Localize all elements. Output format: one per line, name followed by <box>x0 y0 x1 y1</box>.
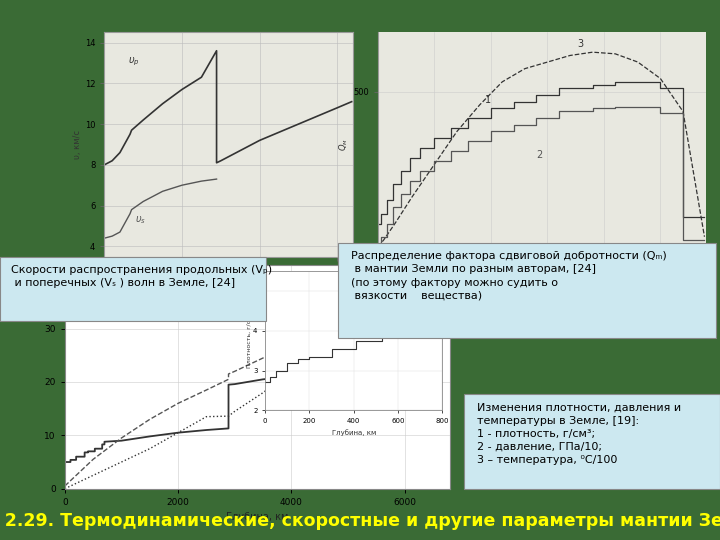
Text: $υ_p$: $υ_p$ <box>127 56 139 68</box>
FancyBboxPatch shape <box>338 243 716 338</box>
FancyBboxPatch shape <box>0 256 266 321</box>
Text: 1: 1 <box>419 338 425 348</box>
Text: Изменения плотности, давления и
температуры в Земле, [19]:
1 - плотность, г/см³;: Изменения плотности, давления и температ… <box>477 402 681 465</box>
Text: 3: 3 <box>577 39 583 49</box>
Text: Рис. 2.29. Термодинамические, скоростные и другие параметры мантии Земли: Рис. 2.29. Термодинамические, скоростные… <box>0 512 720 530</box>
Y-axis label: $Q_м$: $Q_м$ <box>338 138 351 151</box>
X-axis label: Глубина, км: Глубина, км <box>202 280 256 289</box>
Y-axis label: υ, км/с: υ, км/с <box>73 130 82 159</box>
Text: 2: 2 <box>419 275 425 285</box>
X-axis label: км: км <box>536 280 547 289</box>
Text: 1: 1 <box>485 95 492 105</box>
Text: 2: 2 <box>536 150 542 160</box>
Text: Распределение фактора сдвиговой добротности (Qₘ)
 в мантии Земли по разным автор: Распределение фактора сдвиговой добротно… <box>351 251 667 301</box>
FancyBboxPatch shape <box>464 394 720 489</box>
Text: Скорости распространения продольных (Vₚ)
 и поперечных (Vₛ ) волн в Земле, [24]: Скорости распространения продольных (Vₚ)… <box>11 265 272 288</box>
Text: $υ_s$: $υ_s$ <box>135 214 146 226</box>
Text: км: км <box>683 248 692 254</box>
Text: 3: 3 <box>419 307 425 318</box>
X-axis label: Глубина, км: Глубина, км <box>226 512 289 522</box>
